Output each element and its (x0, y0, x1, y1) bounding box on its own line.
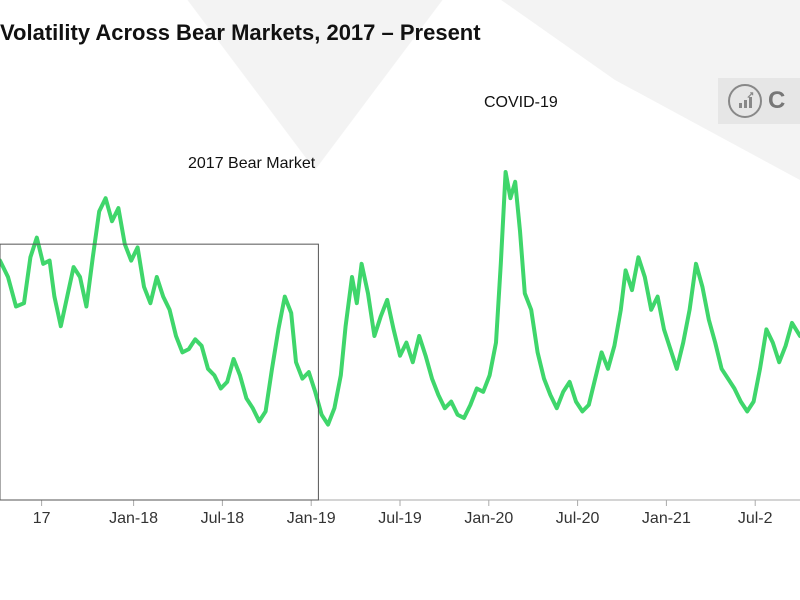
x-tick-label: Jul-2 (738, 510, 773, 528)
x-tick-label: Jan-18 (109, 510, 158, 528)
chart-title: Volatility Across Bear Markets, 2017 – P… (0, 20, 481, 46)
annotation-bear-market: 2017 Bear Market (188, 155, 315, 173)
annotation-covid: COVID-19 (484, 94, 558, 112)
volatility-chart: 2017 Bear Market COVID-19 17 Jan-18 Jul-18… (0, 70, 800, 540)
line-chart-svg (0, 70, 800, 540)
x-tick-label: Jan-21 (642, 510, 691, 528)
volatility-series (0, 172, 800, 425)
x-tick-label: Jan-19 (287, 510, 336, 528)
x-tick-label: 17 (33, 510, 51, 528)
x-tick-label: Jul-20 (556, 510, 600, 528)
x-tick-marks (42, 500, 756, 506)
x-tick-label: Jul-18 (201, 510, 245, 528)
x-tick-label: Jan-20 (464, 510, 513, 528)
x-tick-label: Jul-19 (378, 510, 422, 528)
